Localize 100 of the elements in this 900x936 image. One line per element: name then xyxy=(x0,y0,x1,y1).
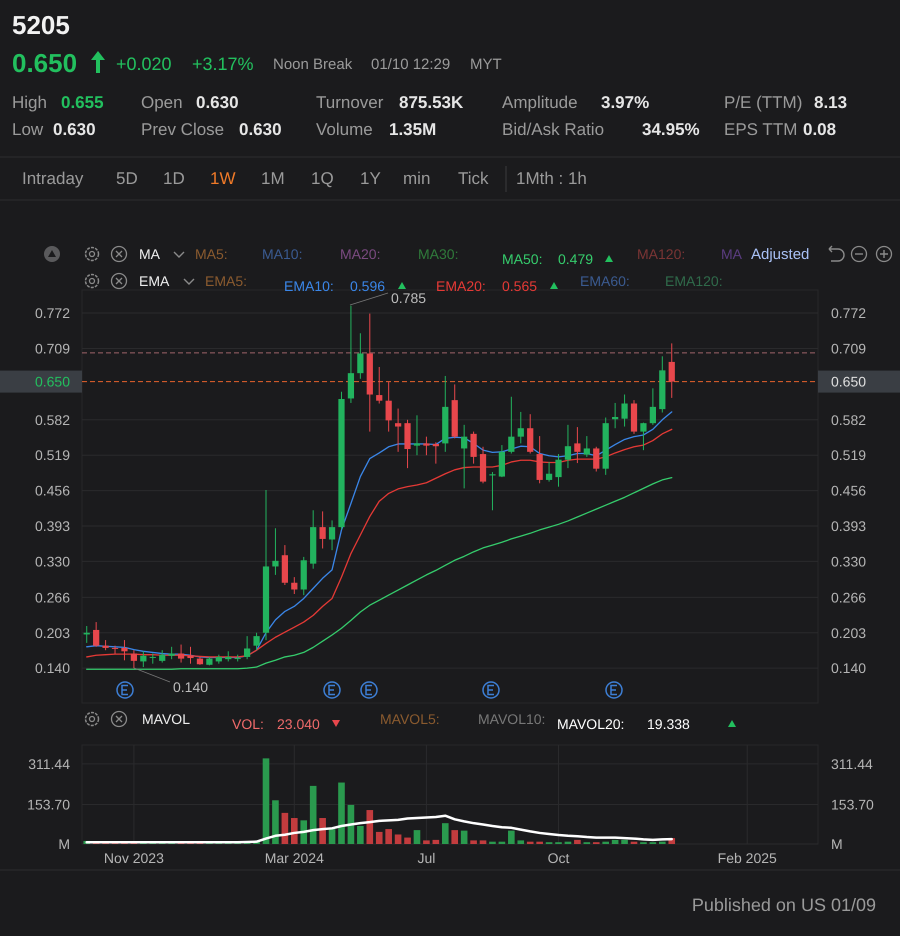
candlestick xyxy=(357,332,364,380)
text: Turnover xyxy=(316,93,384,112)
bar xyxy=(508,830,515,844)
candlestick xyxy=(84,626,90,644)
annotation: 0.596 xyxy=(350,278,386,294)
candlestick xyxy=(291,576,298,594)
y-tick-label: 0.393 xyxy=(34,518,70,534)
y2-tick-label: 0.203 xyxy=(831,624,866,641)
y2-tick-label: 311.44 xyxy=(831,756,873,772)
text: P/E (TTM) xyxy=(724,93,802,112)
y-tick-label: 0.582 xyxy=(34,412,70,428)
text: 1W xyxy=(210,169,236,188)
text: 0.630 xyxy=(53,120,96,139)
y-tick-label: 0.519 xyxy=(34,447,70,464)
y2-tick-label: 0.330 xyxy=(831,553,866,570)
text: MAVOL10: xyxy=(478,711,546,727)
text: 01/10 12:29 xyxy=(371,56,450,73)
candlestick xyxy=(178,644,184,664)
text: 19.338 xyxy=(647,716,690,732)
text: 3.97% xyxy=(601,93,650,112)
y-tick-label: 0.330 xyxy=(34,553,70,570)
candlestick xyxy=(140,650,146,668)
candlestick xyxy=(461,424,468,489)
candlestick xyxy=(130,650,138,669)
text: MA xyxy=(139,246,161,262)
text: Open xyxy=(141,93,183,112)
series-label: VOL: xyxy=(232,716,264,732)
annotation: 0.785 xyxy=(391,290,426,306)
text: 23.040 xyxy=(277,716,320,732)
text: MA5: xyxy=(195,246,228,262)
candlestick xyxy=(320,510,326,549)
text: 0.630 xyxy=(239,120,282,139)
text: MA10: xyxy=(262,246,302,262)
bar xyxy=(414,830,420,844)
bar xyxy=(272,800,279,844)
bar xyxy=(451,830,458,844)
y-tick-label: 0.140 xyxy=(34,660,70,676)
text: EPS TTM xyxy=(724,120,798,139)
bar xyxy=(612,840,618,844)
candlestick xyxy=(150,653,156,664)
candlestick xyxy=(93,622,100,648)
candlestick xyxy=(527,414,534,454)
text: Amplitude xyxy=(502,93,578,112)
text: min xyxy=(403,169,430,188)
bar xyxy=(310,786,316,844)
text: +3.17% xyxy=(192,54,254,74)
y2-tick-label: 0.772 xyxy=(831,305,866,322)
text: +0.020 xyxy=(116,54,172,74)
x-tick-label: Nov 2023 xyxy=(104,850,164,866)
text: 1D xyxy=(163,169,185,188)
bar xyxy=(338,782,345,844)
y2-tick-label: 0.140 xyxy=(831,660,866,676)
y-tick-label: M xyxy=(58,836,70,852)
text: EMA xyxy=(139,273,170,289)
text: 34.95% xyxy=(642,120,700,139)
y-tick-label: 0.456 xyxy=(34,482,70,499)
y2-tick-label: 0.266 xyxy=(831,589,866,606)
text: High xyxy=(12,93,47,112)
text: 0.650 xyxy=(12,48,78,78)
candlestick xyxy=(394,408,402,452)
candlestick xyxy=(328,520,336,551)
bar xyxy=(404,838,411,844)
text: Low xyxy=(12,120,44,139)
x-tick-label: Feb 2025 xyxy=(718,850,778,866)
text: Intraday xyxy=(22,169,84,188)
candlestick xyxy=(584,436,590,458)
candlestick xyxy=(168,646,175,660)
x-tick-label: Jul xyxy=(417,850,436,866)
bar xyxy=(282,812,288,844)
text: MA50: xyxy=(502,251,542,267)
line-series xyxy=(85,814,673,844)
x-tick-label: Oct xyxy=(548,850,570,866)
text: 1Mth : 1h xyxy=(516,169,587,188)
candlestick xyxy=(253,632,260,651)
y2-tick-label: 0.519 xyxy=(831,447,866,464)
text: EMA60: xyxy=(580,273,630,289)
y2-tick-label: 0.393 xyxy=(831,518,866,534)
candlestick xyxy=(432,442,439,464)
bar xyxy=(423,840,430,844)
candlestick xyxy=(376,366,382,404)
text: Bid/Ask Ratio xyxy=(502,120,604,139)
candlestick xyxy=(650,388,656,426)
bar xyxy=(574,840,581,844)
bar xyxy=(394,834,402,844)
candlestick xyxy=(386,381,392,432)
text: Noon Break xyxy=(273,56,353,73)
text: 875.53K xyxy=(399,93,464,112)
text: 1Y xyxy=(360,169,381,188)
text: 0.08 xyxy=(803,120,836,139)
text: 0.655 xyxy=(61,93,104,112)
text: MAVOL xyxy=(142,711,190,727)
text: 5205 xyxy=(12,10,70,40)
text: EMA20: xyxy=(436,278,486,294)
bar xyxy=(328,829,336,844)
candlestick xyxy=(546,461,552,482)
y2-tick-label: M xyxy=(831,836,843,852)
candlestick xyxy=(668,342,675,398)
candlestick xyxy=(244,636,250,660)
text: Adjusted xyxy=(751,246,810,263)
text: MA120: xyxy=(637,246,686,262)
